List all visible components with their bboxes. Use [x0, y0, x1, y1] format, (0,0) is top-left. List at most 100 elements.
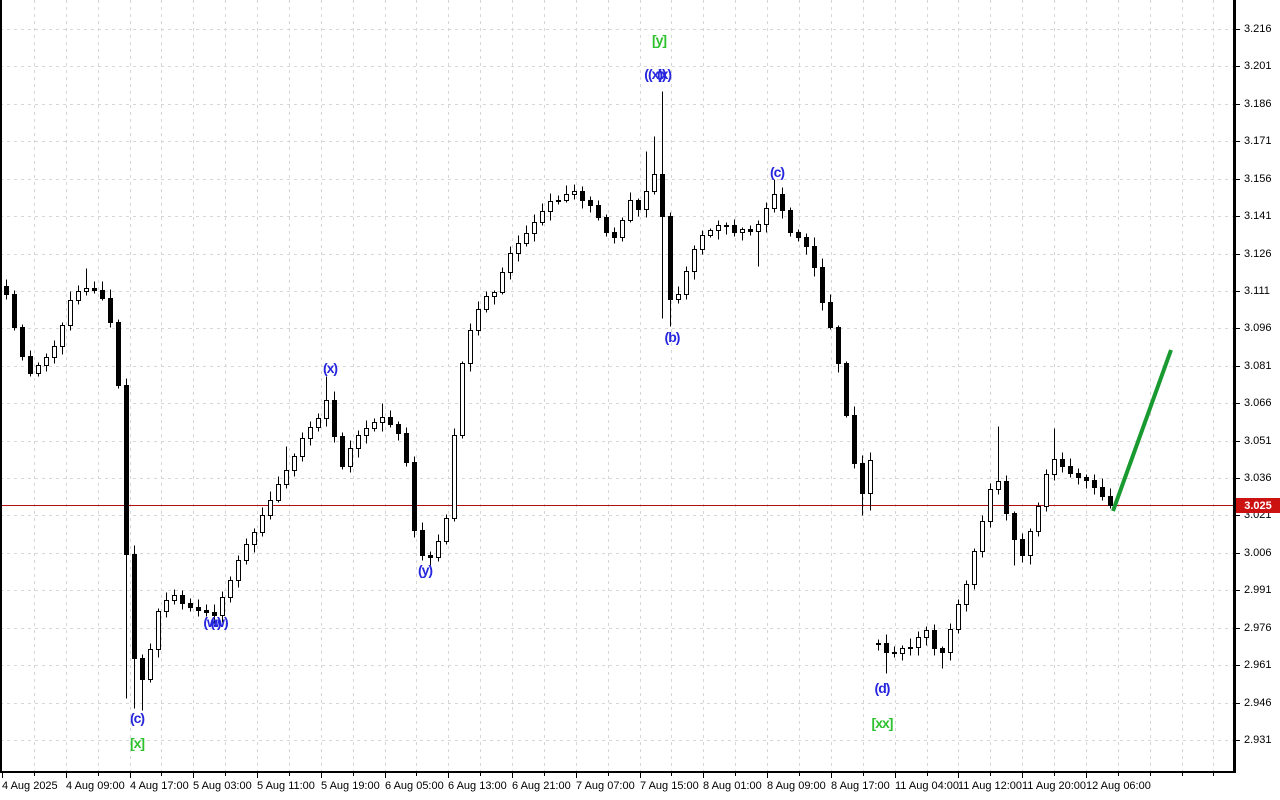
plot-area[interactable] [0, 0, 1233, 771]
price-axis[interactable]: 3.216 3.201 3.186 3.171 3.156 3.141 3.126 3.111… [1233, 0, 1280, 771]
time-axis-tick [958, 773, 959, 778]
time-axis-minor-tick [735, 773, 736, 776]
candle-body [692, 249, 697, 272]
candle-body [684, 271, 689, 295]
time-axis[interactable]: 4 Aug 2025 4 Aug 09:00 4 Aug 17:00 5 Aug 03… [0, 771, 1236, 800]
time-axis-tick [321, 773, 322, 778]
candle-body [1052, 459, 1057, 475]
price-tick-label: 2.991 [1244, 584, 1272, 596]
price-axis-tick [1236, 29, 1240, 30]
time-tick-label: 4 Aug 17:00 [130, 780, 189, 792]
candle-body [188, 603, 193, 608]
candle-body [100, 290, 105, 299]
candle-body [1060, 459, 1065, 467]
wave-label-xx-green[interactable]: [xx] [871, 715, 894, 731]
candle-body [588, 200, 593, 206]
current-price-value: 3.025 [1244, 499, 1272, 512]
price-axis-tick [1236, 216, 1240, 217]
candle-body [260, 515, 265, 533]
candle-body [804, 237, 809, 247]
price-axis-tick [1236, 254, 1240, 255]
candle-body [756, 224, 761, 232]
candle-body [252, 532, 257, 545]
wave-label-x-blue[interactable]: ((x)) [644, 66, 666, 82]
wave-label-x-green[interactable]: [x] [129, 735, 145, 751]
time-axis-tick [576, 773, 577, 778]
candle-body [852, 415, 857, 464]
candle-body [228, 580, 233, 598]
candle-body [540, 211, 545, 223]
time-axis-minor-tick [161, 773, 162, 776]
candle-body [836, 327, 841, 364]
time-axis-minor-tick [416, 773, 417, 776]
candle-body [668, 216, 673, 300]
time-axis-tick [257, 773, 258, 778]
candle-body [4, 286, 9, 295]
wave-label-c-blue[interactable]: (c) [769, 164, 785, 180]
price-tick-label: 3.216 [1244, 23, 1272, 35]
time-axis-minor-tick [1054, 773, 1055, 776]
candle-body [572, 191, 577, 195]
candle-body [1076, 473, 1081, 478]
time-axis-minor-tick [608, 773, 609, 776]
candle-body [524, 233, 529, 244]
time-axis-tick [130, 773, 131, 778]
candle-body [212, 612, 217, 616]
time-tick-label: 11 Aug 12:00 [958, 780, 1023, 792]
candle-body [332, 400, 337, 437]
time-tick-label: 11 Aug 04:00 [895, 780, 960, 792]
candle-body [388, 417, 393, 425]
current-price-tag: 3.025 [1236, 498, 1280, 513]
candle-body [276, 484, 281, 501]
time-tick-label: 5 Aug 11:00 [257, 780, 315, 792]
candle-body [300, 438, 305, 457]
wave-label-d-blue[interactable]: (d) [874, 680, 891, 696]
price-axis-tick [1236, 590, 1240, 591]
candle-body [180, 595, 185, 604]
candle-body [236, 560, 241, 581]
candle-body [340, 436, 345, 467]
candle-body [1084, 477, 1089, 481]
price-axis-tick [1236, 628, 1240, 629]
time-tick-label: 6 Aug 13:00 [448, 780, 507, 792]
candle-body [1108, 496, 1113, 506]
wave-label-y-blue[interactable]: (y) [417, 562, 433, 578]
wave-label-y-green[interactable]: [y] [651, 32, 667, 48]
time-axis-tick [512, 773, 513, 778]
candle-body [548, 201, 553, 212]
candle-body [932, 630, 937, 649]
candle-body [884, 643, 889, 653]
wave-label-c-blue[interactable]: (c) [129, 710, 145, 726]
time-axis-minor-tick [1213, 773, 1214, 776]
candles [4, 91, 1113, 711]
candle-body [324, 400, 329, 419]
candle-body [284, 470, 289, 485]
wave-label-x-blue[interactable]: (x) [322, 360, 338, 376]
price-axis-tick [1236, 515, 1240, 516]
candle-body [28, 356, 33, 374]
candle-body [148, 649, 153, 680]
wave-label-w-blue[interactable]: (w) [203, 614, 221, 630]
time-tick-label: 12 Aug 06:00 [1086, 780, 1151, 792]
candle-body [740, 229, 745, 233]
candle-body [20, 327, 25, 357]
time-tick-label: 5 Aug 19:00 [321, 780, 380, 792]
candle-body [44, 357, 49, 366]
price-tick-label: 3.141 [1244, 210, 1272, 222]
candle-body [708, 230, 713, 236]
time-tick-label: 6 Aug 05:00 [385, 780, 444, 792]
candle-body [660, 174, 665, 217]
candle-body [204, 610, 209, 613]
candle-body [1068, 466, 1073, 474]
candle-body [868, 460, 873, 494]
candle-body [356, 435, 361, 449]
wave-label-x-blue[interactable]: (x) [656, 66, 672, 82]
projection-trendline[interactable] [1111, 349, 1173, 512]
wave-label-w-blue[interactable]: (w) [210, 614, 228, 630]
wave-label-b-blue[interactable]: (b) [664, 329, 681, 345]
candle-body [372, 422, 377, 429]
time-tick-label: 8 Aug 17:00 [831, 780, 890, 792]
grid [0, 0, 1233, 771]
candle-body [676, 294, 681, 300]
price-tick-label: 3.201 [1244, 60, 1272, 72]
